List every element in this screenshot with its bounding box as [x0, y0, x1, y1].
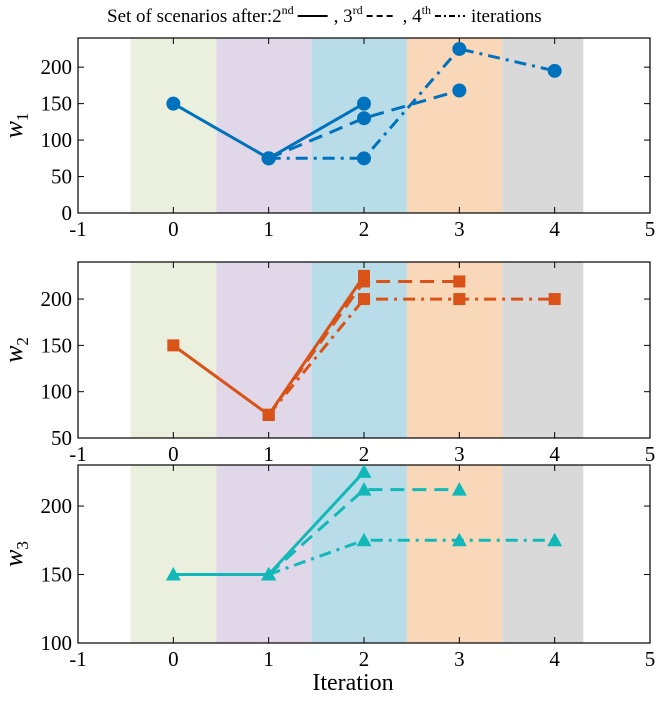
data-point-marker — [548, 293, 561, 306]
legend-suffix: iterations — [471, 6, 542, 27]
series-line-dashdot — [267, 297, 555, 416]
y-axis-label-subscript: 3 — [13, 541, 32, 550]
data-point-marker — [547, 532, 563, 547]
data-point-marker — [261, 567, 277, 581]
data-point-marker — [356, 464, 372, 478]
x-tick-label: 0 — [168, 442, 179, 466]
panel-3: -1 0 1 2 3 4 5 100 150 200 w3 — [0, 464, 655, 671]
panel-2: -1 0 1 2 3 4 5 50 100 150 200 w2 — [0, 261, 656, 466]
legend-entry-superscript: rd — [353, 3, 363, 17]
data-point-marker — [262, 408, 275, 421]
y-tick-label: 200 — [41, 55, 73, 79]
x-tick-label: 1 — [263, 647, 274, 671]
iteration-band-0 — [130, 465, 217, 643]
iteration-band-2 — [311, 262, 407, 438]
data-point-marker — [357, 111, 371, 126]
legend-entry-number: , 4 — [403, 6, 423, 27]
iteration-band-4 — [502, 262, 584, 438]
y-axis-label-subscript: 1 — [13, 113, 32, 122]
x-tick-label: 5 — [645, 217, 656, 241]
x-tick-label: 4 — [549, 647, 560, 671]
iteration-band-3 — [406, 262, 503, 438]
y-tick-label: 0 — [62, 201, 73, 225]
x-tick-label: 5 — [645, 647, 656, 671]
x-tick-label: 2 — [359, 647, 370, 671]
data-point-marker — [357, 151, 371, 166]
data-point-marker — [165, 567, 181, 581]
y-axis-label: w1 — [0, 113, 32, 139]
iteration-band-1 — [216, 38, 312, 213]
iteration-band-3 — [406, 38, 503, 213]
x-tick-label: 4 — [549, 442, 560, 466]
y-tick-label: 100 — [41, 380, 73, 404]
y-tick-label: 100 — [41, 631, 73, 655]
data-point-marker — [453, 275, 466, 288]
legend-prefix: Set of scenarios after: — [107, 6, 272, 27]
data-point-marker — [547, 63, 562, 78]
series-line-dashed — [268, 89, 460, 160]
x-tick-label: 2 — [359, 217, 370, 241]
y-tick-label: 150 — [41, 563, 73, 587]
y-tick-label: 50 — [51, 426, 72, 450]
iteration-band-0 — [130, 38, 217, 213]
y-tick-label: 100 — [41, 128, 73, 152]
y-tick-label: 200 — [41, 494, 73, 518]
x-axis-label: Iteration — [312, 670, 393, 696]
legend-entry-superscript: nd — [282, 3, 294, 17]
data-point-marker — [358, 275, 370, 288]
data-point-marker — [356, 532, 372, 547]
data-point-marker — [167, 339, 180, 352]
iteration-band-1 — [216, 262, 312, 438]
iteration-band-4 — [502, 38, 584, 213]
y-tick-label: 50 — [51, 165, 72, 189]
x-tick-label: 1 — [263, 442, 274, 466]
y-tick-label: 150 — [41, 333, 73, 357]
x-tick-label: 3 — [454, 442, 465, 466]
y-axis-label: w3 — [0, 541, 32, 567]
data-point-marker — [453, 293, 466, 306]
x-tick-label: 3 — [454, 217, 465, 241]
x-tick-label: -1 — [69, 647, 87, 671]
data-point-marker — [358, 293, 370, 306]
data-point-marker — [166, 96, 181, 111]
x-tick-label: -1 — [69, 217, 87, 241]
x-tick-label: 3 — [454, 647, 465, 671]
data-point-marker — [261, 151, 276, 166]
legend-entry-number: , 3 — [334, 6, 353, 27]
iteration-band-1 — [216, 465, 312, 643]
data-point-marker — [451, 482, 467, 496]
data-point-marker — [451, 532, 467, 547]
x-tick-label: 0 — [168, 217, 179, 241]
x-tick-label: 0 — [168, 647, 179, 671]
legend-entry-superscript: th — [422, 3, 431, 17]
data-point-marker — [452, 41, 467, 56]
y-axis-label: w2 — [0, 337, 32, 363]
x-tick-label: 2 — [359, 442, 370, 466]
series-line-dashdot — [268, 47, 556, 160]
legend-entry-number: 2 — [272, 6, 282, 27]
y-axis-label-subscript: 2 — [13, 337, 32, 346]
x-tick-label: 5 — [645, 442, 656, 466]
data-point-marker — [357, 96, 371, 111]
y-tick-label: 150 — [41, 92, 73, 116]
iteration-band-4 — [502, 465, 584, 643]
data-point-marker — [452, 83, 467, 98]
data-point-marker — [356, 482, 372, 496]
x-tick-label: 4 — [549, 217, 560, 241]
y-tick-label: 200 — [41, 287, 73, 311]
series-line-dashdot — [268, 538, 555, 576]
x-tick-label: 1 — [263, 217, 274, 241]
x-tick-label: -1 — [69, 442, 87, 466]
